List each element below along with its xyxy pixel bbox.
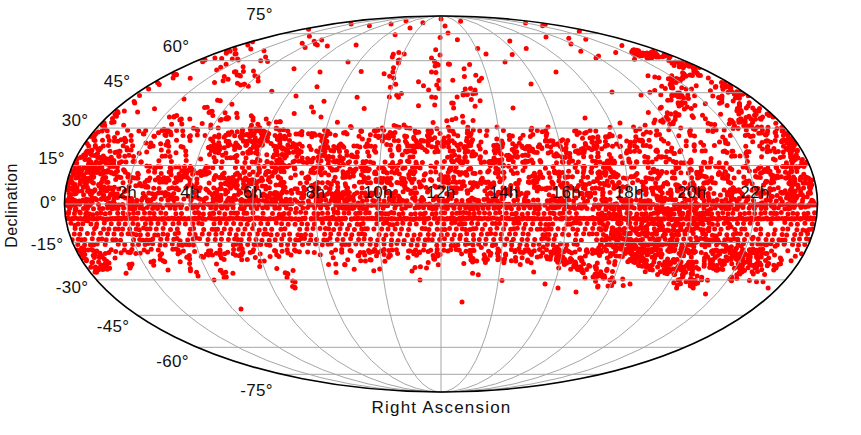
svg-text:20h: 20h — [677, 183, 706, 202]
svg-text:8h: 8h — [306, 183, 326, 202]
svg-text:Right Ascension: Right Ascension — [372, 398, 512, 417]
svg-text:-15°: -15° — [31, 235, 64, 254]
svg-text:16h: 16h — [552, 183, 581, 202]
svg-text:-60°: -60° — [156, 352, 189, 371]
svg-text:10h: 10h — [364, 183, 393, 202]
svg-text:18h: 18h — [615, 183, 644, 202]
svg-text:4h: 4h — [180, 183, 200, 202]
svg-text:-45°: -45° — [97, 317, 130, 336]
svg-text:-30°: -30° — [56, 278, 89, 297]
svg-text:75°: 75° — [246, 5, 273, 24]
svg-text:12h: 12h — [426, 183, 455, 202]
svg-text:Declination: Declination — [3, 163, 20, 248]
svg-text:14h: 14h — [489, 183, 518, 202]
svg-text:6h: 6h — [243, 183, 263, 202]
svg-text:60°: 60° — [163, 37, 190, 56]
svg-text:45°: 45° — [104, 72, 131, 91]
svg-text:-75°: -75° — [240, 381, 273, 400]
svg-text:15°: 15° — [38, 149, 65, 168]
svg-text:0°: 0° — [40, 193, 57, 212]
svg-text:22h: 22h — [740, 183, 769, 202]
svg-text:30°: 30° — [62, 111, 89, 130]
svg-text:2h: 2h — [117, 183, 137, 202]
